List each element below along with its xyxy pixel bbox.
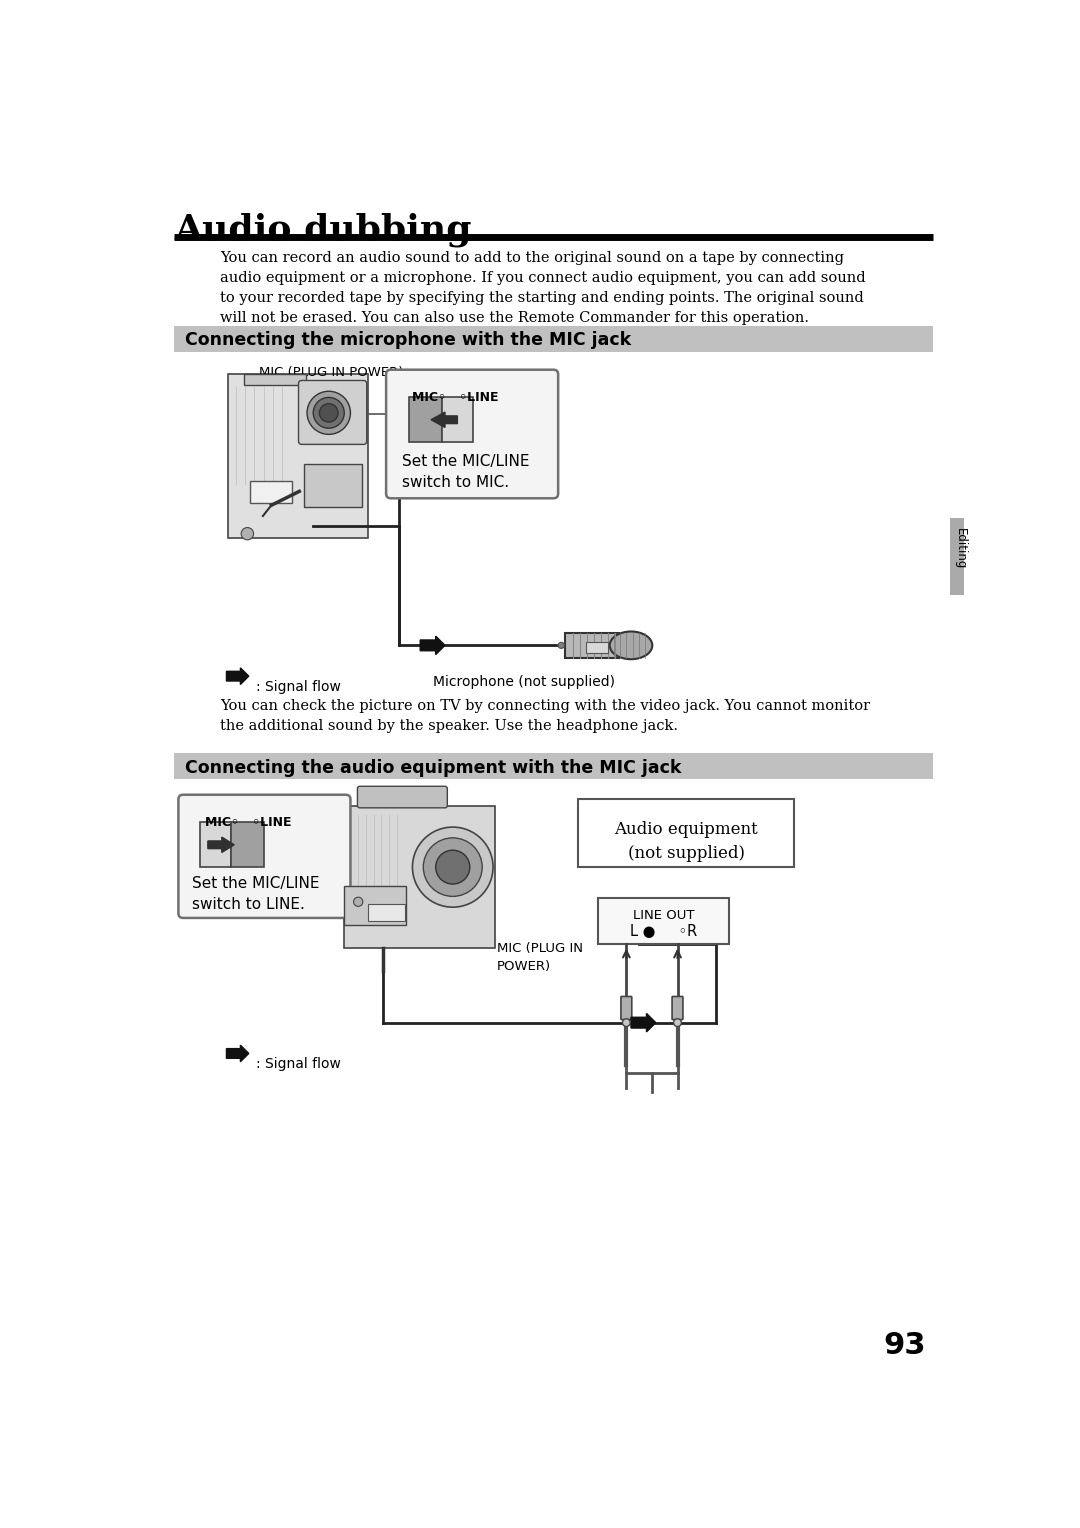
Polygon shape [243, 374, 306, 385]
FancyBboxPatch shape [950, 518, 964, 596]
Circle shape [674, 1019, 681, 1027]
Polygon shape [420, 636, 445, 654]
Circle shape [558, 642, 565, 648]
FancyBboxPatch shape [443, 397, 473, 442]
Text: 93: 93 [883, 1331, 926, 1360]
Text: You can check the picture on TV by connecting with the video jack. You cannot mo: You can check the picture on TV by conne… [220, 700, 870, 733]
FancyBboxPatch shape [621, 996, 632, 1019]
FancyBboxPatch shape [174, 753, 933, 779]
Circle shape [241, 527, 254, 539]
Text: MIC (PLUG IN
POWER): MIC (PLUG IN POWER) [497, 941, 583, 973]
Text: Editing: Editing [954, 529, 967, 570]
Ellipse shape [610, 631, 652, 659]
Text: Set the MIC/LINE
switch to LINE.: Set the MIC/LINE switch to LINE. [192, 877, 320, 912]
Text: MIC◦   ◦LINE: MIC◦ ◦LINE [205, 816, 292, 830]
Circle shape [423, 837, 482, 897]
FancyBboxPatch shape [565, 633, 619, 657]
FancyBboxPatch shape [409, 397, 443, 442]
Circle shape [320, 403, 338, 422]
Circle shape [413, 827, 494, 908]
Text: LINE OUT: LINE OUT [633, 909, 694, 921]
Text: : Signal flow: : Signal flow [256, 680, 341, 694]
Text: Audio equipment
(not supplied): Audio equipment (not supplied) [615, 821, 758, 862]
Text: Audio dubbing: Audio dubbing [174, 212, 471, 248]
Polygon shape [227, 1045, 248, 1062]
FancyBboxPatch shape [578, 799, 794, 866]
Circle shape [313, 397, 345, 428]
FancyBboxPatch shape [345, 805, 496, 947]
Text: L ●     ◦R: L ● ◦R [630, 924, 698, 940]
Polygon shape [207, 837, 234, 853]
Circle shape [435, 850, 470, 885]
FancyBboxPatch shape [200, 822, 231, 866]
FancyBboxPatch shape [672, 996, 683, 1019]
Text: Connecting the microphone with the MIC jack: Connecting the microphone with the MIC j… [185, 332, 631, 350]
Text: You can record an audio sound to add to the original sound on a tape by connecti: You can record an audio sound to add to … [220, 251, 866, 325]
FancyBboxPatch shape [178, 795, 350, 918]
Text: Set the MIC/LINE
switch to MIC.: Set the MIC/LINE switch to MIC. [402, 454, 529, 489]
FancyBboxPatch shape [387, 370, 558, 498]
FancyBboxPatch shape [303, 465, 362, 507]
FancyBboxPatch shape [367, 905, 405, 921]
Text: MIC (PLUG IN POWER): MIC (PLUG IN POWER) [259, 365, 403, 379]
Circle shape [353, 897, 363, 906]
Circle shape [622, 1019, 631, 1027]
FancyBboxPatch shape [249, 481, 293, 503]
Text: MIC◦   ◦LINE: MIC◦ ◦LINE [413, 391, 499, 405]
Text: Microphone (not supplied): Microphone (not supplied) [433, 675, 615, 689]
Text: Connecting the audio equipment with the MIC jack: Connecting the audio equipment with the … [185, 758, 681, 776]
Polygon shape [631, 1013, 656, 1031]
FancyBboxPatch shape [298, 380, 367, 445]
FancyBboxPatch shape [357, 787, 447, 808]
FancyBboxPatch shape [598, 898, 729, 944]
Polygon shape [431, 413, 458, 428]
Polygon shape [227, 668, 248, 685]
Circle shape [307, 391, 350, 434]
Text: : Signal flow: : Signal flow [256, 1057, 341, 1071]
FancyBboxPatch shape [586, 642, 608, 652]
FancyBboxPatch shape [231, 822, 264, 866]
FancyBboxPatch shape [174, 325, 933, 351]
FancyBboxPatch shape [345, 886, 406, 924]
Polygon shape [228, 374, 367, 538]
